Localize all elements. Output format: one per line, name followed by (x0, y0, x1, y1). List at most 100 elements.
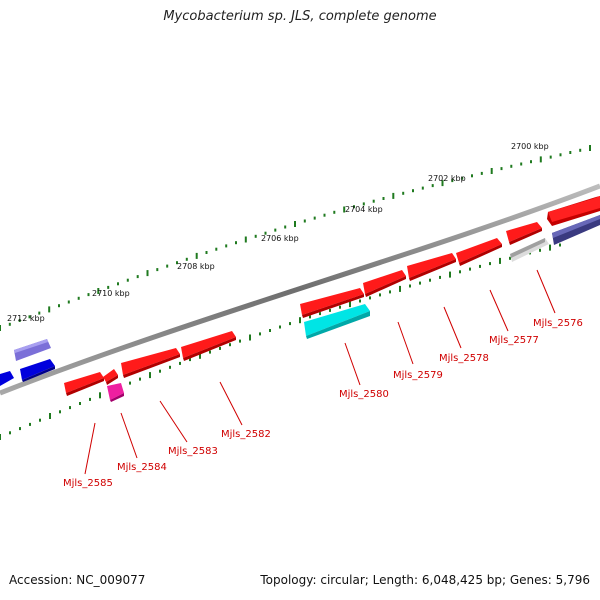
gene-mjls-2580[interactable] (304, 304, 370, 339)
genome-summary: Topology: circular; Length: 6,048,425 bp… (260, 573, 590, 587)
tick-mark (372, 199, 375, 203)
gene-navy-feature[interactable] (552, 215, 600, 245)
gene-label-mjls-2579: Mjls_2579 (393, 370, 443, 381)
tick-mark (215, 247, 218, 251)
tick-mark (209, 350, 211, 354)
tick-mark (313, 216, 316, 220)
tick-mark (189, 358, 191, 362)
tick-mark (179, 361, 181, 365)
gene-mjls-2584[interactable] (107, 383, 124, 402)
tick-mark (389, 290, 391, 294)
tick-mark (362, 202, 365, 206)
gene-mjls-2577[interactable] (506, 222, 542, 245)
tick-mark (279, 325, 281, 329)
tick-mark (549, 155, 552, 159)
tick-mark (59, 410, 61, 414)
gene-mjls-2585[interactable] (64, 372, 104, 396)
tick-mark (87, 293, 90, 297)
gene-mjls-2578[interactable] (456, 238, 502, 266)
tick-mark (409, 284, 411, 288)
tick-mark (294, 221, 296, 227)
tick-mark (303, 219, 306, 223)
gene-blue-lavender[interactable] (14, 339, 51, 361)
tick-mark (539, 156, 542, 163)
tick-mark (500, 167, 503, 171)
gene-label-mjls-2583: Mjls_2583 (168, 446, 218, 457)
tick-mark (399, 285, 401, 292)
tick-mark (244, 236, 247, 243)
tick-mark (451, 179, 454, 183)
tick-mark (235, 241, 237, 245)
tick-mark (29, 422, 31, 426)
genome-backbone (0, 183, 600, 396)
tick-mark (559, 153, 562, 157)
gene-mjls-2582[interactable] (181, 331, 236, 361)
gene-label-leaders (84, 269, 556, 475)
tick-mark (549, 244, 551, 251)
tick-mark (449, 271, 451, 278)
gene-label-mjls-2584: Mjls_2584 (117, 462, 167, 473)
tick-mark (159, 369, 161, 373)
tick-mark (353, 205, 355, 209)
gene-label-mjls-2582: Mjls_2582 (221, 429, 271, 440)
tick-mark (402, 191, 405, 195)
kbp-label-2712: 2712 kbp (7, 314, 45, 323)
tick-mark (349, 301, 351, 308)
tick-mark (69, 406, 71, 410)
tick-mark (439, 275, 441, 279)
tick-mark (559, 243, 561, 247)
gene-grey-feature[interactable] (510, 238, 549, 262)
tick-mark (329, 308, 331, 312)
tick-mark (185, 257, 188, 261)
gene-mjls-2578b[interactable] (407, 253, 456, 281)
tick-mark (579, 148, 582, 152)
kbp-label-2702: 2702 kbp (428, 174, 466, 183)
tick-mark (48, 306, 51, 313)
tick-mark (58, 304, 60, 308)
tick-mark (309, 315, 311, 319)
tick-mark (249, 334, 251, 341)
gene-mjls-2584-forward[interactable] (103, 369, 118, 385)
kbp-label-2704: 2704 kbp (345, 205, 383, 214)
tick-mark (431, 184, 434, 188)
gene-label-mjls-2576: Mjls_2576 (533, 318, 583, 329)
tick-mark (323, 213, 326, 217)
tick-mark (429, 278, 431, 282)
tick-mark (421, 186, 424, 190)
tick-mark (520, 162, 523, 166)
tick-mark (530, 160, 532, 164)
gene-label-mjls-2580: Mjls_2580 (339, 389, 389, 400)
tick-mark (369, 296, 371, 300)
tick-mark (199, 352, 201, 359)
tick-mark (499, 257, 501, 264)
tick-mark (107, 285, 110, 289)
tick-mark (510, 164, 513, 168)
tick-mark (0, 434, 1, 440)
gene-mjls-2576[interactable] (547, 196, 600, 226)
tick-mark (18, 319, 21, 322)
tick-mark (229, 343, 231, 347)
tick-mark (419, 281, 421, 285)
tick-mark (392, 192, 395, 199)
gene-mjls-2580-forward[interactable] (300, 288, 364, 318)
tick-mark (509, 256, 511, 260)
tick-mark (89, 397, 91, 401)
tick-mark (343, 206, 346, 213)
tick-mark (319, 312, 321, 316)
gene-blue-left-1[interactable] (20, 359, 55, 382)
tick-mark (28, 315, 31, 319)
tick-mark (479, 264, 481, 268)
tick-mark (19, 427, 21, 431)
tick-mark (156, 268, 159, 272)
gene-mjls-2579[interactable] (363, 270, 406, 297)
tick-mark (274, 228, 277, 232)
gene-blue-left-2[interactable] (0, 371, 14, 386)
gene-mjls-2583[interactable] (121, 348, 180, 378)
tick-mark (339, 305, 341, 309)
tick-mark (77, 296, 80, 300)
tick-mark (299, 317, 301, 324)
tick-mark (139, 377, 141, 381)
tick-mark (39, 418, 41, 422)
tick-mark (412, 189, 414, 193)
tick-mark (379, 293, 381, 297)
